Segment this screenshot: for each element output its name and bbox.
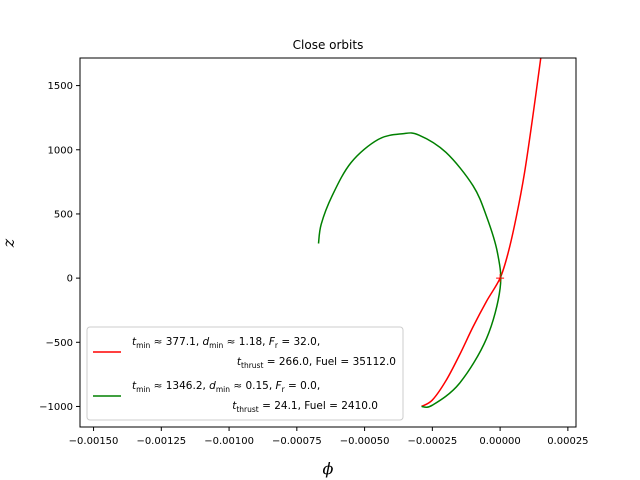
plus-marker: [496, 274, 505, 283]
chart-title: Close orbits: [293, 38, 364, 52]
y-tick-label: 1500: [48, 81, 73, 92]
x-tick-label: −0.00150: [69, 436, 119, 447]
x-tick-label: −0.00100: [204, 436, 254, 447]
legend-box: [86, 326, 404, 421]
x-tick-label: 0.00025: [547, 436, 588, 447]
y-axis-ticks: −1000 −500 0 500 1000 1500: [39, 81, 80, 413]
series-line-2: [317, 132, 502, 408]
x-axis-ticks: −0.00150 −0.00125 −0.00100 −0.00075 −0.00050…: [69, 427, 589, 447]
legend-entry-2-line1: tmin ≈ 1346.2, dmin ≈ 0.15, Fr = 0.0,: [132, 380, 320, 394]
legend-entry-2-line2: tthrust = 24.1, Fuel = 2410.0: [232, 400, 378, 414]
legend: tmin ≈ 377.1, dmin ≈ 1.18, Fr = 32.0, tt…: [86, 326, 404, 421]
x-tick-label: −0.00075: [272, 436, 322, 447]
x-tick-label: −0.00050: [340, 436, 390, 447]
y-axis-label: z: [0, 238, 18, 248]
x-tick-label: −0.00025: [407, 436, 457, 447]
plot-area: [317, 58, 542, 408]
y-tick-label: −500: [46, 338, 73, 349]
x-axis-label: ϕ: [323, 459, 334, 478]
y-tick-label: −1000: [39, 402, 73, 413]
x-tick-label: −0.00125: [136, 436, 186, 447]
y-tick-label: 500: [54, 209, 73, 220]
legend-entry-1-line1: tmin ≈ 377.1, dmin ≈ 1.18, Fr = 32.0,: [132, 336, 320, 350]
plot-frame: [79, 57, 577, 428]
series-line-1: [421, 58, 542, 408]
legend-entry-1-line2: tthrust = 266.0, Fuel = 35112.0: [237, 356, 396, 370]
y-tick-label: 0: [67, 274, 73, 285]
x-tick-label: 0.00000: [479, 436, 520, 447]
y-tick-label: 1000: [48, 145, 73, 156]
